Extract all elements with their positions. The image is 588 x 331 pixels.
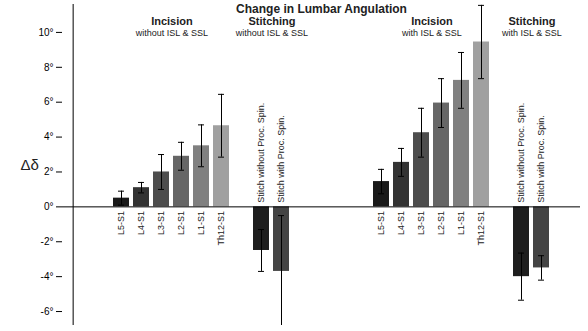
svg-text:without ISL & SSL: without ISL & SSL — [235, 28, 308, 38]
svg-text:L1-S1: L1-S1 — [196, 211, 206, 235]
svg-text:8°: 8° — [44, 62, 54, 73]
svg-text:L3-S1: L3-S1 — [416, 211, 426, 235]
svg-text:Stitching: Stitching — [508, 15, 555, 27]
svg-text:Th12-S1: Th12-S1 — [216, 211, 226, 246]
svg-text:0°: 0° — [44, 201, 54, 212]
svg-text:-2°: -2° — [41, 236, 54, 247]
svg-text:L5-S1: L5-S1 — [116, 211, 126, 235]
svg-text:-6°: -6° — [41, 306, 54, 317]
svg-text:10°: 10° — [38, 27, 53, 38]
svg-text:Stitch without Proc. Spin.: Stitch without Proc. Spin. — [516, 103, 526, 203]
svg-text:Stitching: Stitching — [248, 15, 295, 27]
svg-text:with ISL & SSL: with ISL & SSL — [401, 28, 462, 38]
svg-text:-4°: -4° — [41, 271, 54, 282]
svg-text:L5-S1: L5-S1 — [376, 211, 386, 235]
svg-text:L4-S1: L4-S1 — [136, 211, 146, 235]
svg-text:Th12-S1: Th12-S1 — [476, 211, 486, 246]
svg-text:with ISL & SSL: with ISL & SSL — [501, 28, 562, 38]
svg-text:Stitch without Proc. Spin.: Stitch without Proc. Spin. — [256, 103, 266, 203]
svg-text:Incision: Incision — [151, 15, 193, 27]
svg-text:4°: 4° — [44, 131, 54, 142]
svg-text:L2-S1: L2-S1 — [176, 211, 186, 235]
svg-text:Δδ: Δδ — [21, 156, 39, 173]
svg-text:Change in Lumbar Angulation: Change in Lumbar Angulation — [236, 2, 407, 16]
svg-text:2°: 2° — [44, 166, 54, 177]
svg-text:L3-S1: L3-S1 — [156, 211, 166, 235]
svg-text:Stitch with Proc. Spin.: Stitch with Proc. Spin. — [536, 115, 546, 203]
svg-text:L4-S1: L4-S1 — [396, 211, 406, 235]
svg-text:Incision: Incision — [411, 15, 453, 27]
svg-text:Stitch with Proc. Spin.: Stitch with Proc. Spin. — [276, 115, 286, 203]
svg-text:L2-S1: L2-S1 — [436, 211, 446, 235]
svg-text:without ISL & SSL: without ISL & SSL — [135, 28, 208, 38]
svg-text:6°: 6° — [44, 96, 54, 107]
svg-text:L1-S1: L1-S1 — [456, 211, 466, 235]
